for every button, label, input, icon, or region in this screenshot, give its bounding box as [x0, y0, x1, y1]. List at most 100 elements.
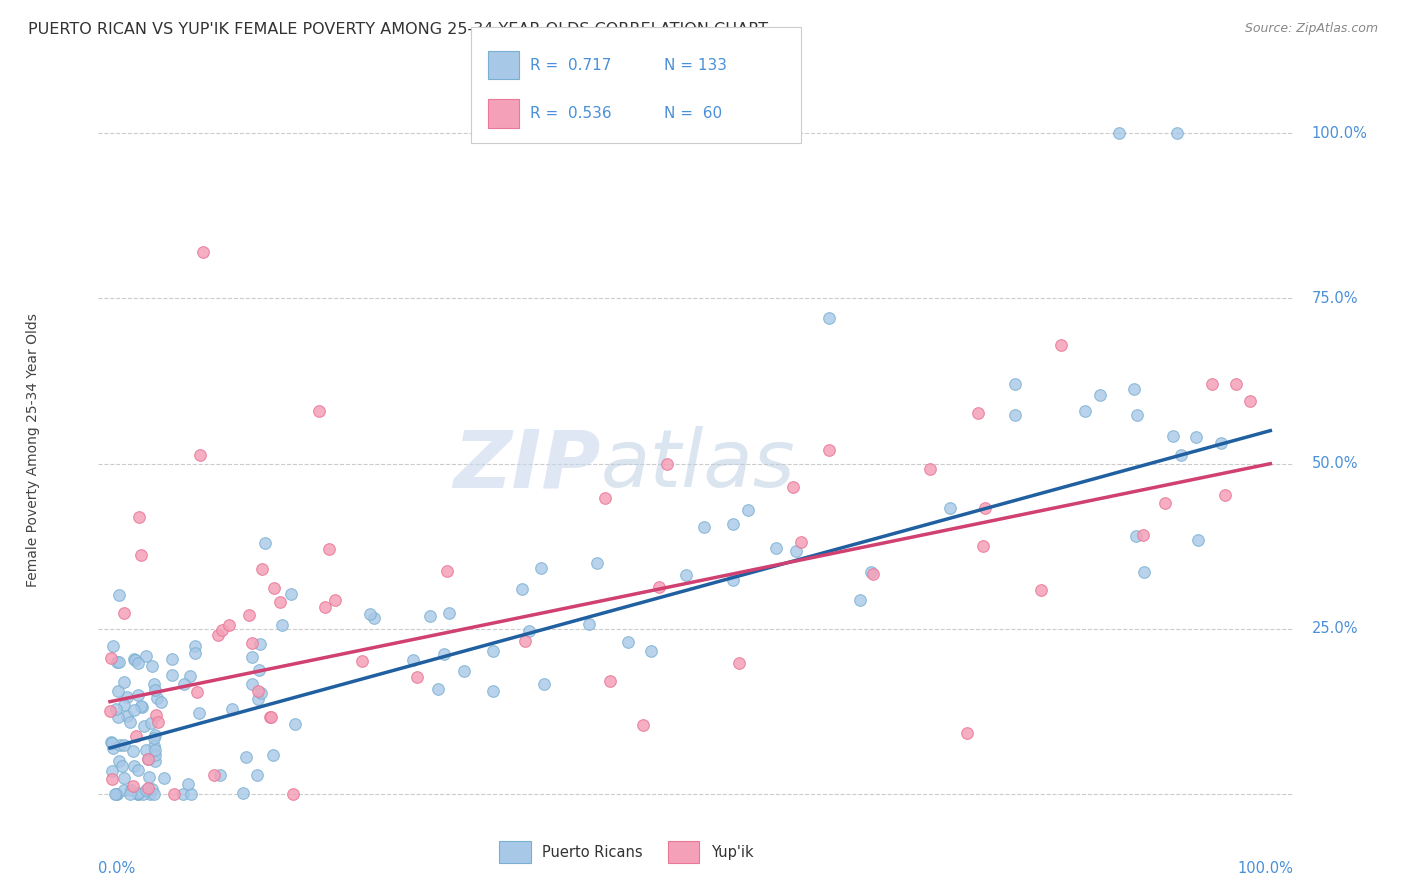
Point [122, 703, 145, 717]
Point [101, 741, 124, 756]
Point [860, 565, 883, 579]
Point [209, 767, 232, 781]
Point [402, 652, 425, 666]
Point [135, 782, 157, 797]
Point [135, 648, 157, 663]
Point [132, 787, 155, 801]
Point [100, 650, 122, 665]
Point [1132, 565, 1154, 579]
Point [105, 787, 128, 801]
Point [1201, 377, 1223, 392]
Point [108, 655, 131, 669]
Point [143, 747, 166, 762]
Point [323, 592, 346, 607]
Point [105, 787, 128, 801]
Point [308, 404, 330, 418]
Point [143, 739, 166, 753]
Point [439, 606, 461, 620]
Point [145, 707, 167, 722]
Point [100, 734, 122, 748]
Point [260, 710, 283, 724]
Text: R =  0.717: R = 0.717 [530, 57, 612, 72]
Point [453, 665, 475, 679]
Point [245, 768, 267, 782]
Point [120, 715, 142, 730]
Point [263, 581, 285, 595]
Point [482, 684, 505, 698]
Text: atlas: atlas [600, 426, 796, 504]
Point [235, 749, 257, 764]
Point [120, 787, 142, 801]
Point [1050, 337, 1073, 351]
Text: R =  0.536: R = 0.536 [530, 106, 612, 121]
Point [98, 704, 121, 718]
Point [247, 684, 270, 698]
Point [107, 754, 129, 768]
Point [232, 786, 254, 800]
Point [250, 686, 273, 700]
Point [250, 562, 273, 576]
Point [359, 607, 381, 621]
Point [131, 700, 153, 714]
Point [578, 617, 600, 632]
Point [512, 582, 534, 596]
Point [104, 702, 127, 716]
Point [135, 743, 157, 757]
Point [271, 618, 294, 632]
Point [533, 677, 555, 691]
Point [142, 787, 165, 801]
Point [1125, 409, 1147, 423]
Point [143, 677, 166, 691]
Point [938, 500, 960, 515]
Point [918, 462, 941, 476]
Point [112, 738, 135, 752]
Point [141, 782, 163, 797]
Point [765, 541, 787, 555]
Point [785, 543, 807, 558]
Point [1187, 533, 1209, 547]
Point [129, 549, 152, 563]
Point [318, 541, 340, 556]
Point [112, 606, 135, 620]
Point [515, 634, 537, 648]
Point [121, 779, 143, 793]
Point [138, 781, 160, 796]
Point [149, 695, 172, 709]
Point [363, 610, 385, 624]
Point [188, 448, 211, 462]
Point [262, 747, 284, 762]
Point [146, 691, 169, 706]
Point [789, 534, 811, 549]
Point [406, 670, 429, 684]
Point [101, 639, 124, 653]
Point [284, 717, 307, 731]
Point [180, 787, 202, 801]
Point [1213, 488, 1236, 502]
Point [721, 573, 744, 587]
Text: 100.0%: 100.0% [1312, 126, 1367, 141]
Point [1125, 529, 1147, 543]
Point [247, 691, 270, 706]
Point [314, 599, 336, 614]
Point [1211, 435, 1233, 450]
Point [218, 618, 240, 632]
Point [350, 654, 373, 668]
Point [153, 771, 176, 785]
Point [111, 759, 134, 773]
Point [616, 635, 638, 649]
Point [849, 593, 872, 607]
Point [1108, 126, 1130, 140]
Point [160, 651, 183, 665]
Point [1029, 583, 1052, 598]
Point [129, 699, 152, 714]
Point [723, 516, 745, 531]
Point [253, 536, 276, 550]
Point [737, 503, 759, 517]
Point [280, 587, 302, 601]
Point [177, 777, 200, 791]
Point [112, 783, 135, 797]
Point [240, 649, 263, 664]
Point [127, 656, 149, 670]
Point [1239, 394, 1261, 409]
Point [132, 719, 155, 733]
